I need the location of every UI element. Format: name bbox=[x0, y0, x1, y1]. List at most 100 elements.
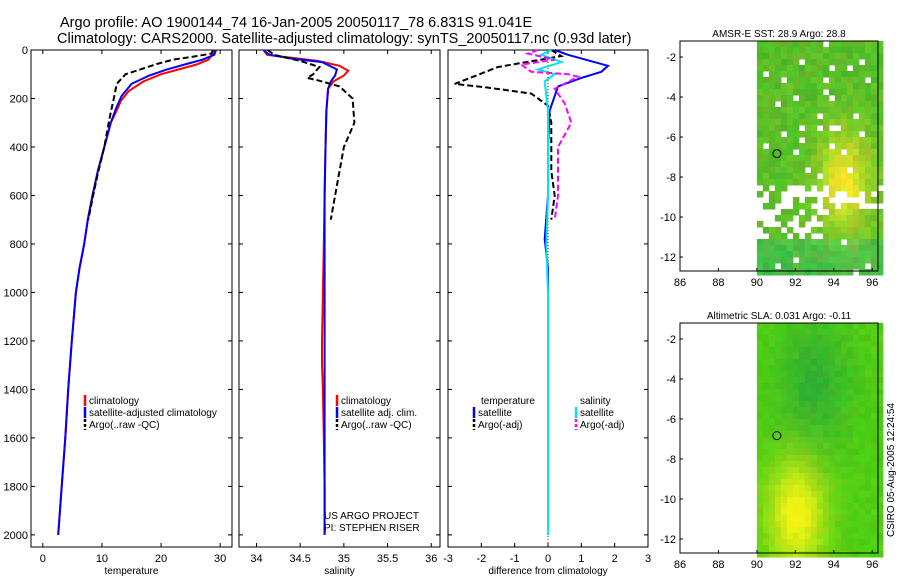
map-cell bbox=[840, 521, 848, 528]
map-cell bbox=[864, 245, 872, 252]
map-cell bbox=[876, 419, 884, 426]
map-cell bbox=[828, 221, 836, 228]
y-tick-label: -12 bbox=[660, 534, 676, 546]
map-cell bbox=[858, 95, 866, 102]
map-cell bbox=[822, 389, 830, 396]
map-cell bbox=[846, 125, 854, 132]
map-cell bbox=[816, 467, 824, 474]
map-cell bbox=[876, 461, 884, 468]
map-cell bbox=[846, 365, 854, 372]
map-cell bbox=[780, 479, 788, 486]
map-cell bbox=[762, 431, 770, 438]
map-cell bbox=[828, 323, 836, 330]
map-cell bbox=[834, 329, 842, 336]
map-cell bbox=[816, 509, 824, 516]
map-cell bbox=[864, 347, 872, 354]
x-tick-label: -3 bbox=[443, 553, 453, 565]
map-cell bbox=[810, 59, 818, 66]
map-cell bbox=[816, 161, 824, 168]
map-cell bbox=[756, 41, 764, 48]
map-cell bbox=[876, 407, 884, 414]
map-cell bbox=[762, 473, 770, 480]
map-cell bbox=[804, 77, 812, 84]
map-cell bbox=[846, 545, 854, 552]
map-cell bbox=[840, 365, 848, 372]
map-cell bbox=[792, 437, 800, 444]
map-cell bbox=[876, 551, 884, 558]
map-cell bbox=[786, 71, 794, 78]
map-cell bbox=[834, 467, 842, 474]
map-cell bbox=[816, 473, 824, 480]
map-cell bbox=[852, 551, 860, 558]
map-cell bbox=[876, 149, 884, 156]
map-cell bbox=[762, 539, 770, 546]
map-cell bbox=[786, 251, 794, 258]
map-cell bbox=[786, 149, 794, 156]
map-cell bbox=[756, 353, 764, 360]
map-cell bbox=[840, 329, 848, 336]
map-cell bbox=[864, 119, 872, 126]
map-cell bbox=[876, 485, 884, 492]
map-cell bbox=[858, 389, 866, 396]
map-cell bbox=[780, 209, 788, 216]
map-cell bbox=[864, 437, 872, 444]
map-cell bbox=[762, 77, 770, 84]
map-cell bbox=[828, 101, 836, 108]
map-cell bbox=[804, 485, 812, 492]
map-cell bbox=[828, 161, 836, 168]
map-cell bbox=[774, 131, 782, 138]
map-cell bbox=[768, 437, 776, 444]
map-cell bbox=[852, 221, 860, 228]
map-cell bbox=[810, 473, 818, 480]
map-cell bbox=[774, 491, 782, 498]
map-cell bbox=[768, 239, 776, 246]
map-cell bbox=[870, 161, 878, 168]
map-cell bbox=[870, 353, 878, 360]
map-cell bbox=[822, 437, 830, 444]
map-cell bbox=[864, 533, 872, 540]
map-cell bbox=[804, 425, 812, 432]
map-cell bbox=[846, 71, 854, 78]
map-cell bbox=[780, 65, 788, 72]
map-cell bbox=[756, 533, 764, 540]
map-cell bbox=[768, 509, 776, 516]
map-cell bbox=[774, 455, 782, 462]
map-cell bbox=[798, 509, 806, 516]
map-cell bbox=[774, 473, 782, 480]
map-cell bbox=[822, 173, 830, 180]
map-cell bbox=[798, 389, 806, 396]
map-cell bbox=[852, 107, 860, 114]
map-cell bbox=[780, 155, 788, 162]
map-cell bbox=[792, 539, 800, 546]
map-cell bbox=[792, 71, 800, 78]
map-cell bbox=[816, 341, 824, 348]
map-cell bbox=[870, 41, 878, 48]
map-cell bbox=[840, 101, 848, 108]
map-cell bbox=[870, 257, 878, 264]
map-cell bbox=[840, 89, 848, 96]
map-cell bbox=[792, 59, 800, 66]
map-cell bbox=[798, 143, 806, 150]
map-cell bbox=[846, 227, 854, 234]
map-cell bbox=[864, 401, 872, 408]
y-tick-label: 1000 bbox=[4, 287, 28, 299]
map-cell bbox=[798, 479, 806, 486]
map-cell bbox=[828, 485, 836, 492]
map-cell bbox=[816, 521, 824, 528]
map-cell bbox=[828, 41, 836, 48]
map-cell bbox=[840, 479, 848, 486]
map-cell bbox=[792, 449, 800, 456]
y-tick-label: 1600 bbox=[4, 433, 28, 445]
map-cell bbox=[828, 377, 836, 384]
map-cell bbox=[792, 113, 800, 120]
map-cell bbox=[876, 329, 884, 336]
map-cell bbox=[768, 473, 776, 480]
map-cell bbox=[762, 527, 770, 534]
map-cell bbox=[870, 119, 878, 126]
map-cell bbox=[798, 467, 806, 474]
map-cell bbox=[804, 89, 812, 96]
map-cell bbox=[816, 347, 824, 354]
map-cell bbox=[822, 257, 830, 264]
map-cell bbox=[798, 503, 806, 510]
